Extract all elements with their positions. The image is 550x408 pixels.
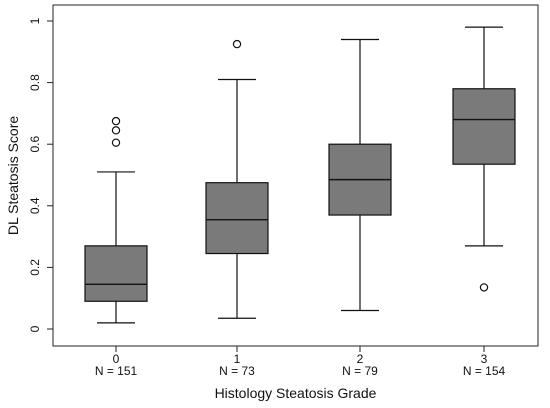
y-axis: 0 0.2 0.4 0.6 0.8 1 (28, 17, 53, 332)
plot-area (52, 4, 539, 347)
y-tick-label: 0.2 (28, 259, 42, 276)
outlier-point (111, 116, 121, 126)
box-group-2 (328, 38, 392, 312)
plot-frame (52, 4, 539, 347)
box-group-3 (452, 26, 516, 292)
x-tick-label: 0 (113, 352, 120, 366)
outlier-point (111, 126, 121, 135)
x-tick-label: 3 (481, 352, 488, 366)
x-count-label: N = 79 (342, 364, 378, 378)
box-group-1 (205, 39, 269, 319)
x-count-label: N = 154 (463, 364, 506, 378)
y-tick-label: 0.8 (28, 74, 42, 91)
boxes (84, 26, 516, 324)
outlier-point (232, 39, 242, 49)
iqr-box (205, 182, 269, 255)
x-tick-label: 2 (357, 352, 364, 366)
y-axis-title: DL Steatosis Score (5, 116, 21, 236)
x-count-label: N = 151 (95, 364, 138, 378)
x-tick-label: 1 (234, 352, 241, 366)
outlier-point (111, 138, 121, 147)
x-axis-title: Histology Steatosis Grade (215, 385, 377, 401)
x-count-label: N = 73 (219, 364, 255, 378)
outlier-point (479, 283, 489, 292)
iqr-box (84, 245, 148, 302)
box-group-0 (84, 116, 148, 324)
iqr-box (452, 88, 516, 165)
y-tick-label: 0.4 (28, 197, 42, 214)
x-axis: 0N = 151 1N = 73 2N = 79 3N = 154 (95, 346, 506, 378)
y-tick-label: 0 (28, 325, 42, 332)
y-tick-label: 0.6 (28, 136, 42, 153)
y-tick-label: 1 (28, 17, 42, 24)
